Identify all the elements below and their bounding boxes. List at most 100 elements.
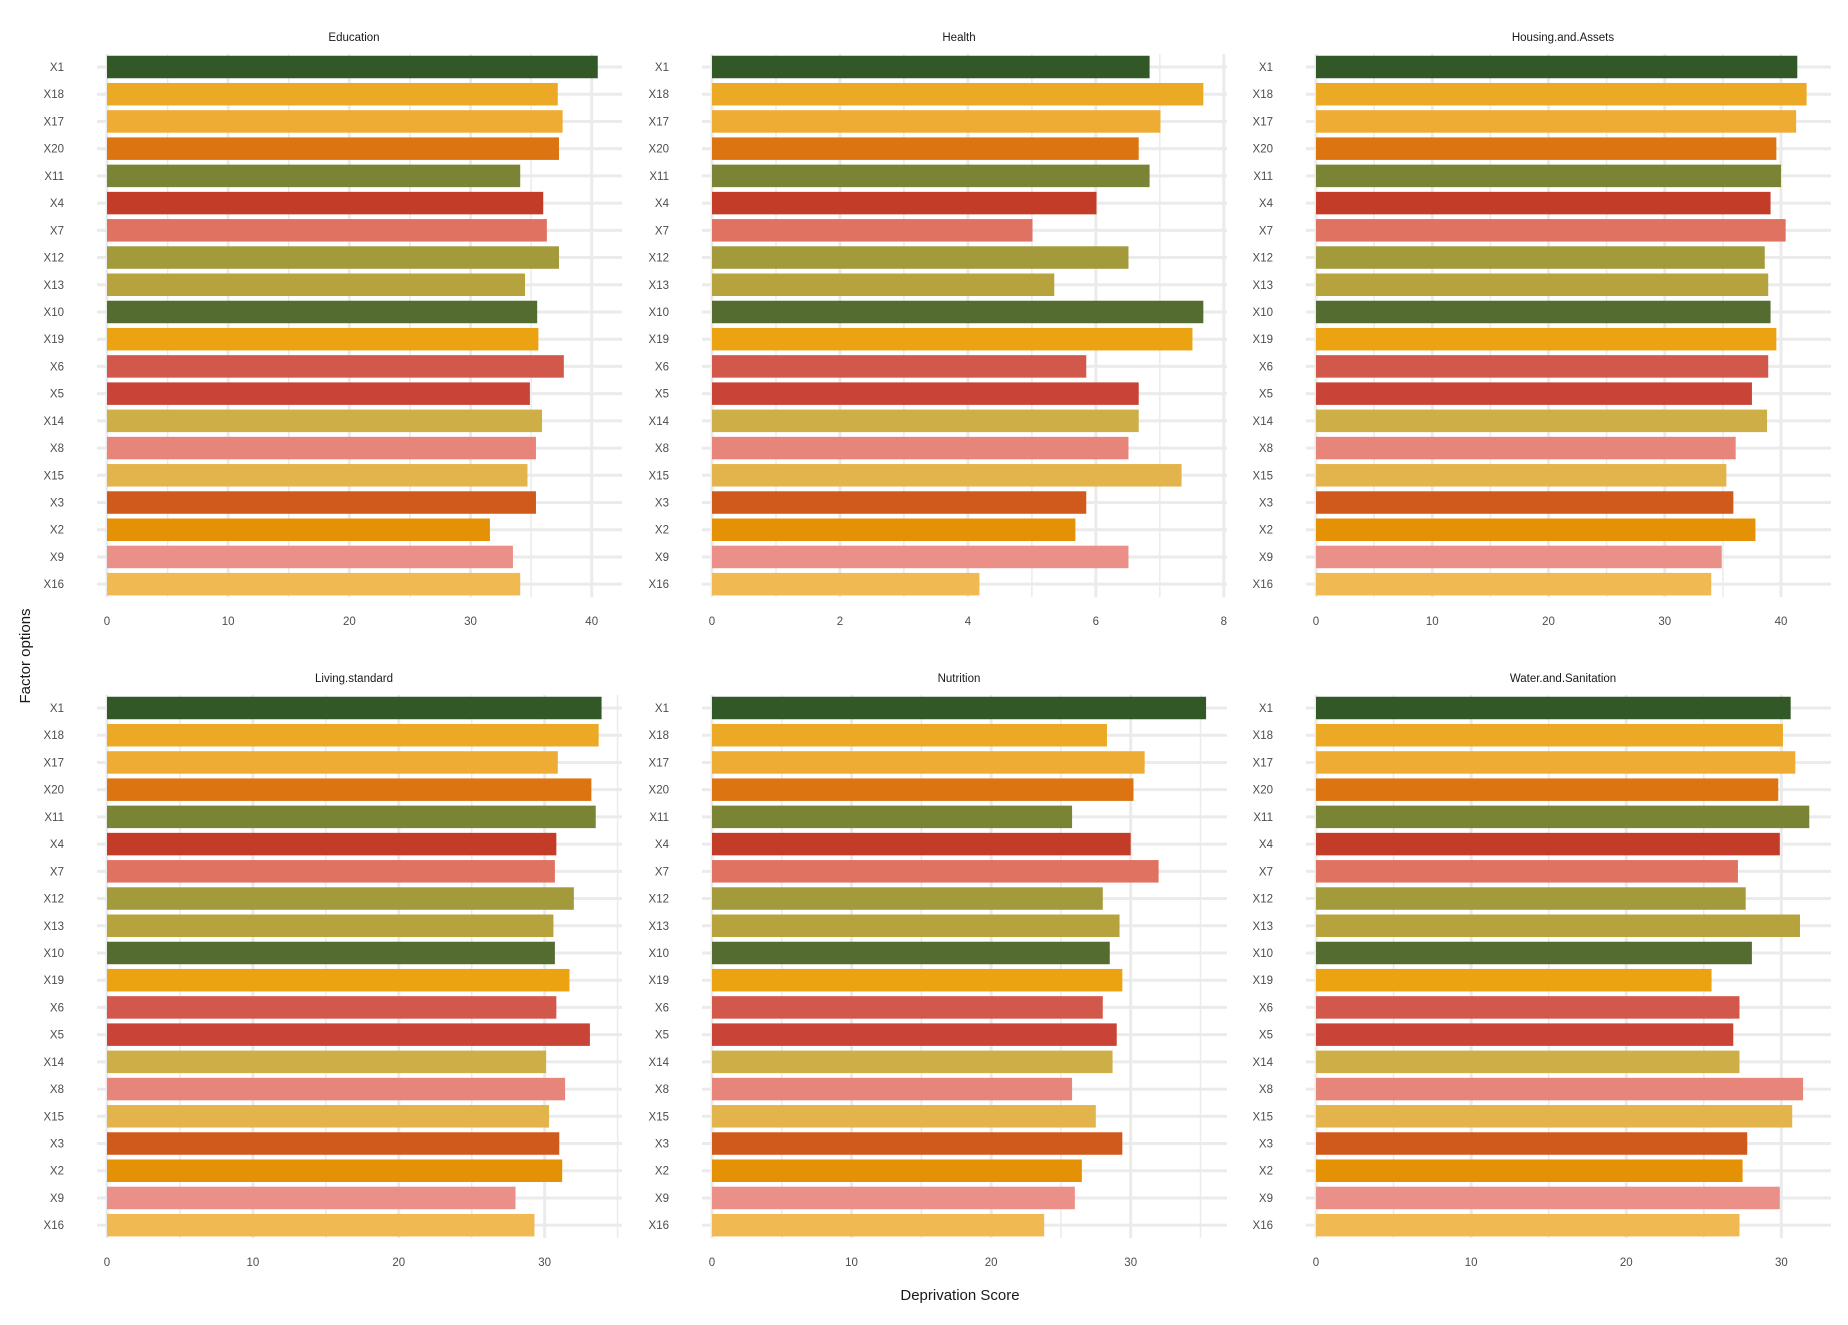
category-tick-label: X9 xyxy=(1259,552,1273,564)
bar-X12 xyxy=(1316,887,1746,910)
x-tick-label: 6 xyxy=(1093,616,1099,628)
category-tick-label: X19 xyxy=(44,334,64,346)
bar-X5 xyxy=(107,1023,590,1046)
bar-X5 xyxy=(1316,382,1752,405)
x-tick-label: 0 xyxy=(104,616,110,628)
facet-title: Nutrition xyxy=(938,673,981,685)
category-tick-label: X16 xyxy=(649,579,669,591)
bar-X10 xyxy=(107,941,555,965)
category-tick-label: X11 xyxy=(649,171,669,183)
category-tick-label: X11 xyxy=(1253,171,1273,183)
category-tick-label: X2 xyxy=(50,1166,64,1178)
bar-X17 xyxy=(107,751,558,774)
category-tick-label: X12 xyxy=(1253,894,1273,906)
bar-X7 xyxy=(1316,219,1786,242)
bar-X7 xyxy=(712,219,1033,242)
bar-X3 xyxy=(1316,491,1734,514)
bar-X8 xyxy=(1316,1077,1804,1101)
bar-X18 xyxy=(1316,723,1783,747)
x-tick-label: 40 xyxy=(585,616,598,628)
category-tick-label: X1 xyxy=(1259,703,1273,715)
category-tick-label: X18 xyxy=(44,730,64,742)
facet-panel-Education: X1X18X17X20X11X4X7X12X13X10X19X6X5X14X8X… xyxy=(44,32,622,628)
bar-X6 xyxy=(1316,996,1740,1019)
bar-X9 xyxy=(1316,545,1722,569)
bar-X13 xyxy=(1316,914,1800,938)
category-tick-label: X18 xyxy=(1253,730,1273,742)
category-tick-label: X5 xyxy=(655,389,669,401)
bar-X18 xyxy=(712,723,1107,747)
bar-X4 xyxy=(712,191,1097,215)
facet-title: Living.standard xyxy=(315,673,393,685)
bar-X14 xyxy=(712,1050,1113,1074)
category-tick-label: X19 xyxy=(1253,975,1273,987)
bar-X17 xyxy=(712,110,1161,133)
category-tick-label: X16 xyxy=(44,579,64,591)
category-tick-label: X5 xyxy=(655,1030,669,1042)
category-tick-label: X14 xyxy=(44,416,65,428)
facet-title: Education xyxy=(328,32,379,44)
category-tick-label: X6 xyxy=(50,1002,64,1014)
category-tick-label: X7 xyxy=(655,866,669,878)
bar-X3 xyxy=(712,491,1087,514)
category-tick-label: X6 xyxy=(50,361,64,373)
bar-X18 xyxy=(107,723,599,747)
category-tick-label: X1 xyxy=(1259,62,1273,74)
x-tick-label: 30 xyxy=(1658,616,1671,628)
x-tick-label: 10 xyxy=(845,1257,858,1269)
category-tick-label: X3 xyxy=(50,1139,64,1151)
bar-X1 xyxy=(712,55,1150,79)
bar-X15 xyxy=(1316,464,1727,487)
bar-X9 xyxy=(107,1186,516,1210)
bar-X6 xyxy=(107,355,564,378)
bar-X17 xyxy=(107,110,563,133)
category-tick-label: X3 xyxy=(655,1139,669,1151)
x-tick-label: 2 xyxy=(837,616,843,628)
bar-X14 xyxy=(107,409,543,433)
bar-X8 xyxy=(712,1077,1073,1101)
facet-title: Water.and.Sanitation xyxy=(1510,673,1616,685)
category-tick-label: X4 xyxy=(655,198,670,210)
bar-X1 xyxy=(1316,55,1798,79)
bar-X15 xyxy=(107,464,528,487)
bar-X1 xyxy=(712,696,1207,720)
bar-X10 xyxy=(107,300,538,324)
bar-X2 xyxy=(1316,1159,1743,1182)
category-tick-label: X15 xyxy=(44,470,64,482)
bar-X2 xyxy=(107,518,490,541)
bar-X6 xyxy=(712,355,1087,378)
category-tick-label: X14 xyxy=(649,416,670,428)
category-tick-label: X5 xyxy=(50,389,64,401)
bar-X2 xyxy=(107,1159,563,1182)
category-tick-label: X7 xyxy=(1259,866,1273,878)
category-tick-label: X6 xyxy=(1259,361,1273,373)
category-tick-label: X17 xyxy=(1253,116,1273,128)
facet-panel-Water.and.Sanitation: X1X18X17X20X11X4X7X12X13X10X19X6X5X14X8X… xyxy=(1253,673,1831,1269)
bar-X3 xyxy=(107,1132,560,1155)
category-tick-label: X15 xyxy=(649,1111,669,1123)
bar-X12 xyxy=(1316,246,1765,269)
category-tick-label: X13 xyxy=(1253,280,1273,292)
category-tick-label: X4 xyxy=(1259,839,1274,851)
bar-X8 xyxy=(107,436,536,460)
category-tick-label: X5 xyxy=(50,1030,64,1042)
category-tick-label: X4 xyxy=(50,839,65,851)
bar-X8 xyxy=(712,436,1129,460)
category-tick-label: X3 xyxy=(655,498,669,510)
category-tick-label: X12 xyxy=(1253,253,1273,265)
bar-X2 xyxy=(712,1159,1082,1182)
bar-X20 xyxy=(1316,137,1777,160)
category-tick-label: X7 xyxy=(50,225,64,237)
bar-X16 xyxy=(107,572,521,596)
bar-X15 xyxy=(1316,1105,1793,1128)
category-tick-label: X13 xyxy=(44,921,64,933)
x-tick-label: 30 xyxy=(538,1257,551,1269)
bar-X18 xyxy=(712,82,1204,106)
category-tick-label: X16 xyxy=(1253,579,1273,591)
bar-X6 xyxy=(1316,355,1769,378)
category-tick-label: X10 xyxy=(649,307,669,319)
category-tick-label: X13 xyxy=(649,921,669,933)
category-tick-label: X6 xyxy=(655,361,669,373)
bar-X15 xyxy=(712,464,1182,487)
category-tick-label: X17 xyxy=(44,116,64,128)
